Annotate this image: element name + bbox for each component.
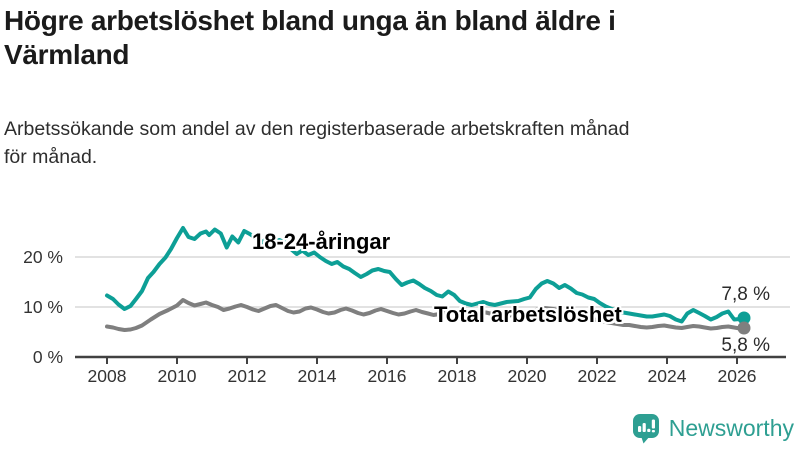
x-tick-label: 2016 <box>368 366 407 386</box>
subtitle-line-2: för månad. <box>4 146 98 168</box>
y-tick-label: 0 % <box>33 347 63 367</box>
title-line-2: Värmland <box>4 39 130 70</box>
end-value-label-youth: 7,8 % <box>721 284 770 305</box>
x-tick-label: 2008 <box>88 366 127 386</box>
x-tick-label: 2010 <box>158 366 197 386</box>
chart-subtitle: Arbetssökande som andel av den registerb… <box>4 115 796 171</box>
x-tick-label: 2024 <box>648 366 687 386</box>
x-tick-label: 2014 <box>298 366 337 386</box>
x-tick-label: 2022 <box>578 366 617 386</box>
series-label-total: Total arbetslöshet <box>434 302 622 327</box>
bar-chart-speech-bubble-icon <box>632 414 659 444</box>
x-tick-label: 2020 <box>508 366 547 386</box>
page-title: Högre arbetslöshet bland unga än bland ä… <box>4 4 796 72</box>
title-line-1: Högre arbetslöshet bland unga än bland ä… <box>4 5 616 36</box>
y-tick-label: 20 % <box>23 247 63 267</box>
newsworthy-wordmark: Newsworthy <box>668 415 794 441</box>
series-line-total <box>105 298 746 332</box>
subtitle-line-1: Arbetssökande som andel av den registerb… <box>4 118 630 140</box>
series-end-dot-total <box>737 321 751 335</box>
series-label-youth: 18-24-åringar <box>252 229 391 254</box>
newsworthy-logo[interactable]: Newsworthy <box>632 413 794 444</box>
x-tick-label: 2012 <box>228 366 267 386</box>
series-line-youth <box>105 226 746 324</box>
end-value-label-total: 5,8 % <box>721 335 770 356</box>
x-tick-label: 2018 <box>438 366 477 386</box>
y-tick-label: 10 % <box>23 297 63 317</box>
x-tick-label: 2026 <box>718 366 757 386</box>
series-end-dot-youth <box>737 311 751 325</box>
